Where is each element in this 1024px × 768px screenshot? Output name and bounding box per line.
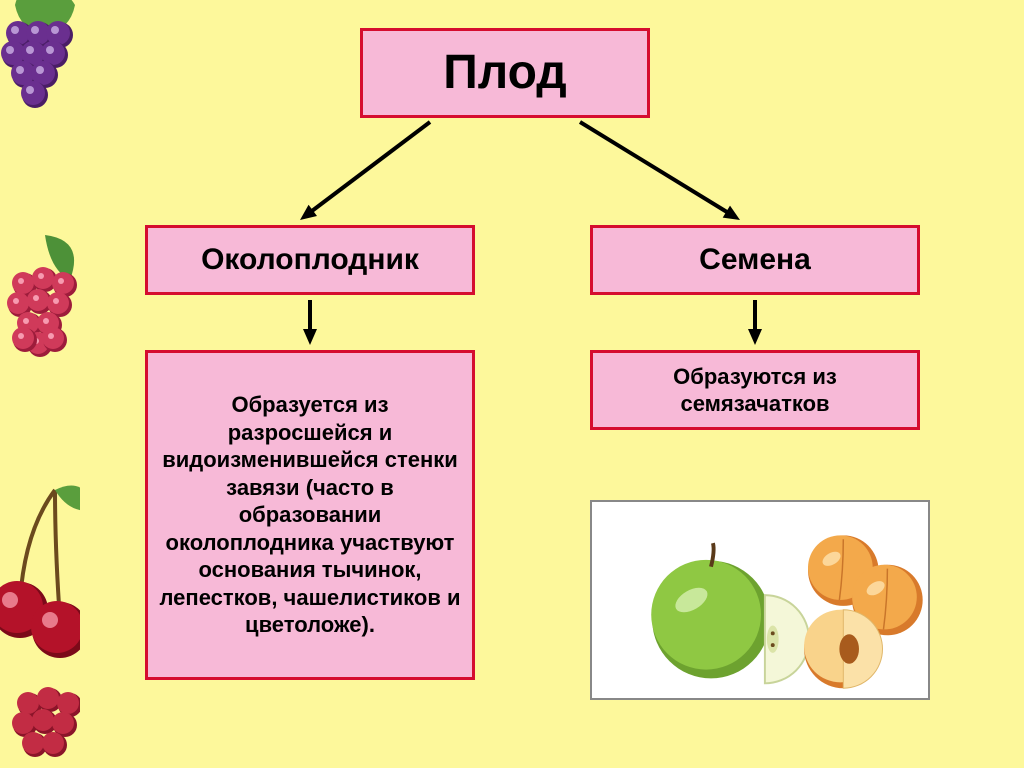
pericarp-detail-box: Образуется из разросшейся и видоизменивш… xyxy=(145,350,475,680)
fruit-photo-icon xyxy=(592,502,928,698)
title-label: Плод xyxy=(443,43,567,103)
diagram-canvas: Плод Околоплодник Семена Образуется из р… xyxy=(0,0,1024,768)
pericarp-detail-text: Образуется из разросшейся и видоизменивш… xyxy=(158,391,462,639)
pericarp-box: Околоплодник xyxy=(145,225,475,295)
title-box: Плод xyxy=(360,28,650,118)
pericarp-label: Околоплодник xyxy=(201,241,419,279)
seeds-label: Семена xyxy=(699,241,811,279)
seeds-detail-box: Образуются из семязачатков xyxy=(590,350,920,430)
seeds-detail-text: Образуются из семязачатков xyxy=(603,363,907,418)
fruit-photo xyxy=(590,500,930,700)
seeds-box: Семена xyxy=(590,225,920,295)
